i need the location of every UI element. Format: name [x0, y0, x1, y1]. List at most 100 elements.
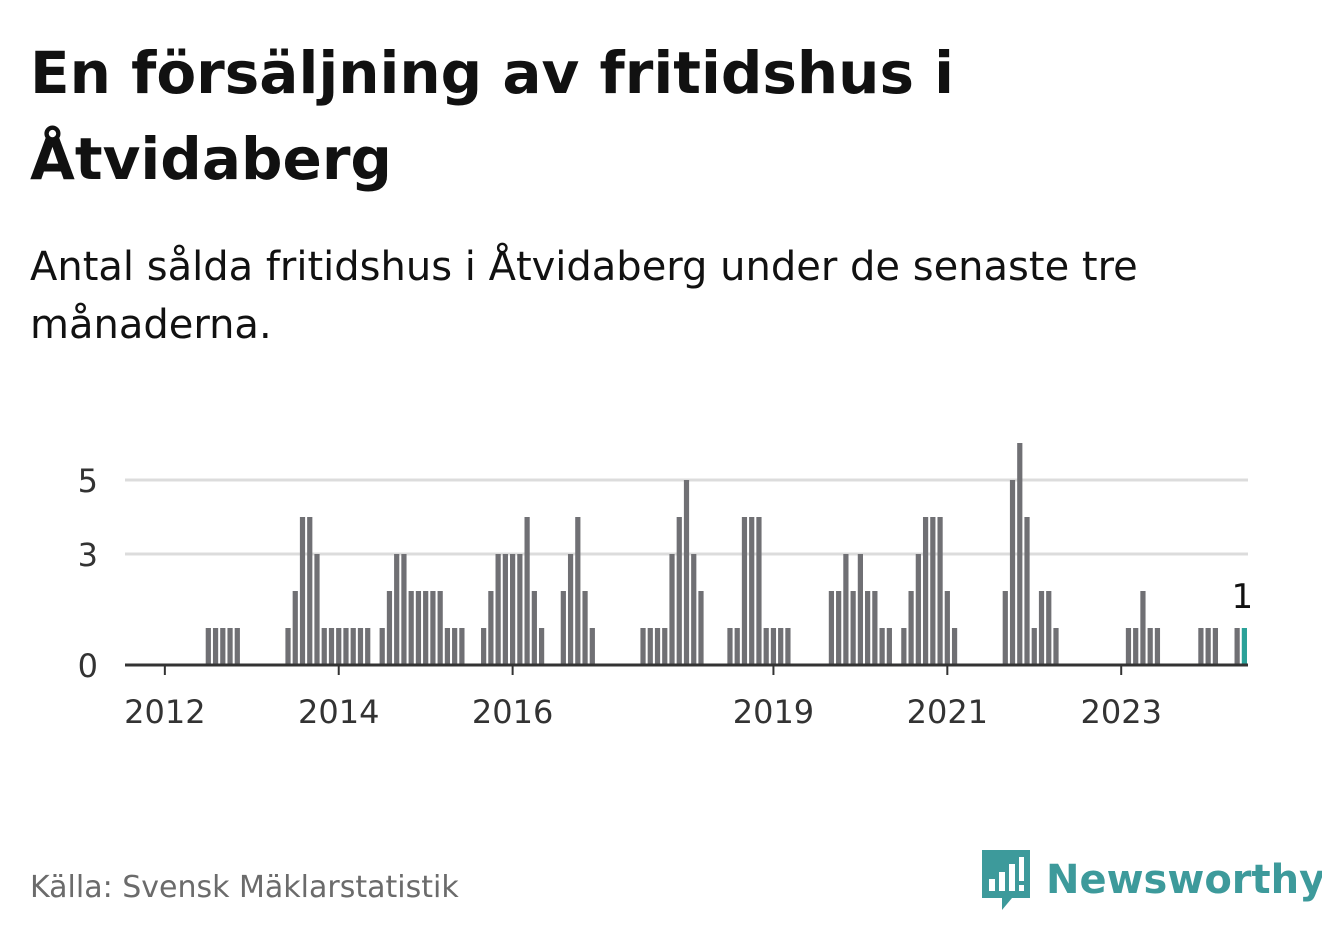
bar — [430, 591, 436, 665]
bar — [930, 517, 936, 665]
bar — [922, 517, 929, 665]
bar — [1002, 591, 1008, 665]
bar — [1133, 628, 1139, 665]
bar — [1125, 628, 1132, 665]
bar — [886, 628, 892, 665]
bar — [314, 554, 320, 665]
bar — [944, 591, 950, 665]
bar — [575, 517, 581, 665]
bar — [386, 591, 393, 665]
bar — [937, 517, 943, 665]
bar — [691, 554, 697, 665]
bar — [741, 517, 748, 665]
x-tick-label: 2012 — [124, 693, 205, 731]
axes — [125, 663, 1248, 675]
bar — [1234, 628, 1240, 665]
bar — [1009, 480, 1016, 665]
highlight-value-label: 1 — [1232, 577, 1254, 617]
x-tick-label: 2019 — [733, 693, 814, 731]
bar — [1017, 443, 1023, 665]
bar — [1031, 628, 1037, 665]
bar — [1038, 591, 1045, 665]
bar — [365, 628, 371, 665]
bar — [828, 591, 835, 665]
newsworthy-logo-icon — [982, 850, 1030, 910]
bar — [850, 591, 856, 665]
x-tick-label: 2023 — [1080, 693, 1161, 731]
y-tick-label: 3 — [78, 536, 98, 574]
x-tick-label: 2021 — [907, 693, 988, 731]
bar — [582, 591, 588, 665]
bar — [481, 628, 487, 665]
bar — [763, 628, 769, 665]
bar — [1154, 628, 1161, 665]
bar — [843, 554, 849, 665]
bar — [1212, 628, 1219, 665]
bar — [872, 591, 878, 665]
bar — [408, 591, 414, 665]
bar — [749, 517, 755, 665]
bar — [459, 628, 465, 665]
bar — [531, 591, 537, 665]
bar — [778, 628, 784, 665]
bar — [647, 628, 653, 665]
y-tick-label: 0 — [78, 647, 98, 685]
bar — [662, 628, 668, 665]
bar — [951, 628, 958, 665]
bar — [567, 554, 574, 665]
bar — [292, 591, 298, 665]
bar — [1053, 628, 1059, 665]
bar — [857, 554, 863, 665]
bar — [538, 628, 545, 665]
bar — [901, 628, 907, 665]
labels: 0 3 5 2012 2014 2016 2019 2021 2023 1 — [78, 462, 1254, 731]
bar — [1198, 628, 1204, 665]
bar — [212, 628, 219, 665]
brand-logo[interactable]: Newsworthy — [980, 848, 1322, 912]
bar — [350, 628, 356, 665]
bar — [669, 554, 675, 665]
bar — [908, 591, 914, 665]
bar — [502, 554, 508, 665]
bar — [401, 554, 407, 665]
bar — [1147, 628, 1153, 665]
bar — [676, 517, 682, 665]
bar — [394, 554, 400, 665]
bar — [517, 554, 523, 665]
bar — [879, 628, 885, 665]
bar — [423, 591, 429, 665]
bar — [285, 628, 291, 665]
brand-name: Newsworthy — [1046, 857, 1322, 903]
bar — [756, 517, 762, 665]
bar — [589, 628, 595, 665]
bar — [865, 591, 871, 665]
bar — [220, 628, 226, 665]
bar — [654, 628, 661, 665]
bar — [234, 628, 240, 665]
highlight-bar — [1241, 628, 1247, 665]
bar — [205, 628, 211, 665]
bar — [640, 628, 646, 665]
bar — [343, 628, 349, 665]
bar — [452, 628, 458, 665]
bar — [785, 628, 791, 665]
bar — [307, 517, 313, 665]
x-tick-label: 2014 — [298, 693, 379, 731]
bar — [1046, 591, 1052, 665]
x-tick-label: 2016 — [472, 693, 553, 731]
bar — [336, 628, 342, 665]
bar — [524, 517, 530, 665]
bars — [205, 443, 1247, 665]
bar — [299, 517, 306, 665]
y-tick-label: 5 — [78, 462, 98, 500]
bar — [495, 554, 501, 665]
bar — [915, 554, 921, 665]
bar — [560, 591, 566, 665]
bar — [488, 591, 494, 665]
chart-title: En försäljning av fritidshus i Åtvidaber… — [30, 39, 955, 193]
bar — [328, 628, 335, 665]
bar — [836, 591, 842, 665]
bar — [357, 628, 364, 665]
source-note: Källa: Svensk Mäklarstatistik — [30, 870, 459, 905]
bar — [683, 480, 690, 665]
